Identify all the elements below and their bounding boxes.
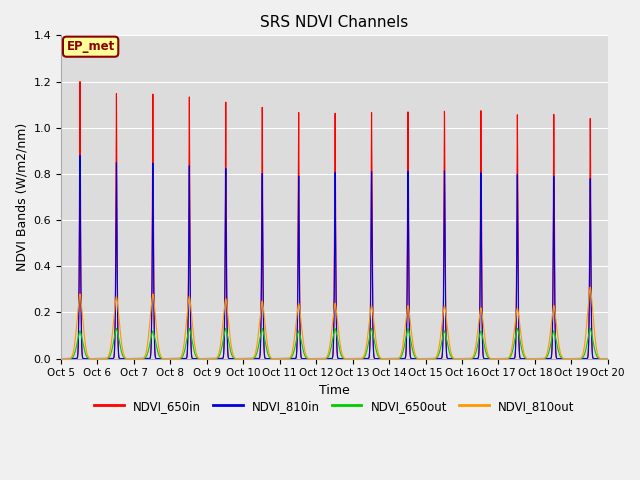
X-axis label: Time: Time bbox=[319, 384, 350, 397]
Title: SRS NDVI Channels: SRS NDVI Channels bbox=[260, 15, 408, 30]
Text: EP_met: EP_met bbox=[67, 40, 115, 53]
Legend: NDVI_650in, NDVI_810in, NDVI_650out, NDVI_810out: NDVI_650in, NDVI_810in, NDVI_650out, NDV… bbox=[90, 395, 579, 417]
Y-axis label: NDVI Bands (W/m2/nm): NDVI Bands (W/m2/nm) bbox=[15, 123, 28, 271]
